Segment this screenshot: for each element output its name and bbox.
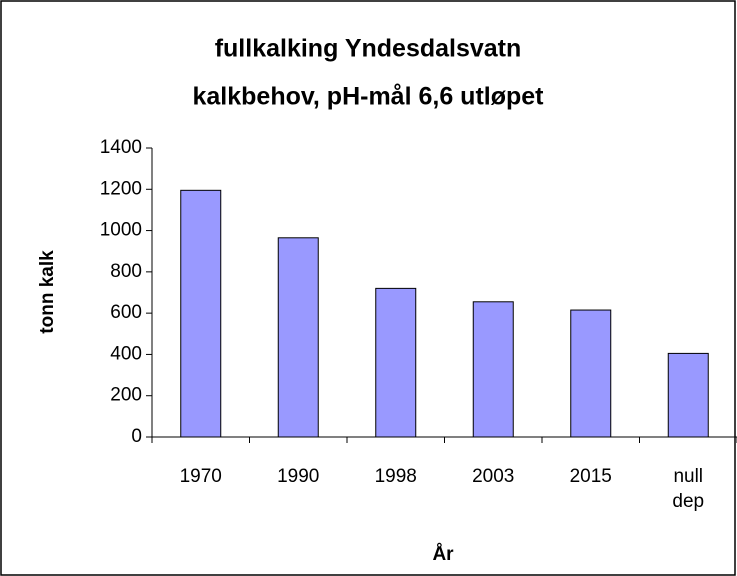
y-tick-label: 400 [110,343,142,364]
y-tick-label: 600 [110,302,142,323]
chart-title: fullkalking Yndesdalsvatn [215,35,522,63]
y-tick-label: 1000 [100,220,142,241]
x-tick-label: 2015 [569,466,612,487]
y-axis-label: tonn kalk [37,250,58,334]
x-tick-label: 2003 [472,466,515,487]
bar [277,237,319,438]
y-tick-label: 200 [110,385,142,406]
y-tick-label: 0 [131,426,142,447]
x-axis-label: År [432,544,454,565]
x-tick-label: 1990 [277,466,320,487]
bar [180,189,222,438]
y-tick-label: 1200 [100,178,142,199]
bar [667,352,709,438]
x-tick-label: 1998 [374,466,417,487]
chart-title: kalkbehov, pH-mål 6,6 utløpet [192,83,544,111]
y-tick-label: 800 [110,261,142,282]
bar [375,287,417,438]
x-tick-label: null dep [672,466,705,512]
bar [472,301,514,438]
bar [570,309,612,438]
y-tick-label: 1400 [100,137,142,158]
x-tick-label: 1970 [179,466,222,487]
